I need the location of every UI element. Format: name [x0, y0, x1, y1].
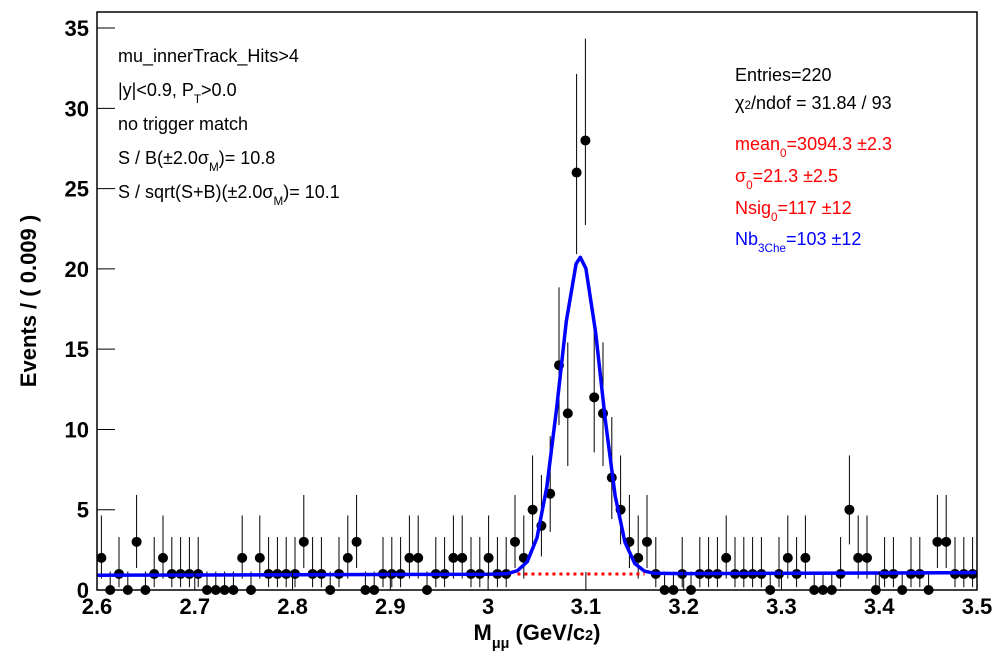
data-point	[342, 552, 353, 563]
text-part: =3094.3 ±2.3	[787, 134, 892, 154]
x-tick-label: 2.6	[82, 594, 113, 619]
x-tick-label: 3.1	[571, 594, 602, 619]
text-part: 2	[585, 628, 593, 644]
data-point	[448, 552, 459, 563]
data-point	[254, 552, 265, 563]
x-tick-label: 2.8	[277, 594, 308, 619]
text-part: =21.3 ±2.5	[753, 166, 838, 186]
text-part: S / B(±2.0σ	[118, 148, 209, 168]
text-part: =103 ±12	[786, 229, 861, 249]
text-part: 0	[771, 211, 778, 224]
y-tick-label: 5	[77, 498, 89, 523]
data-point	[510, 536, 520, 547]
data-point	[571, 167, 582, 178]
x-tick-label: 3.2	[668, 594, 699, 619]
data-point	[96, 552, 107, 563]
y-tick-label: 35	[65, 16, 89, 41]
x-tick-label: 3.4	[864, 594, 895, 619]
text-part: Nsig	[735, 198, 771, 218]
data-point	[404, 552, 415, 563]
annotation: no trigger match	[118, 114, 248, 134]
text-part: >0.0	[201, 80, 237, 100]
text-part: mean	[735, 134, 780, 154]
y-tick-label: 25	[65, 177, 89, 202]
data-point	[457, 552, 468, 563]
fit-result: Entries=220	[735, 65, 832, 85]
text-part: )= 10.1	[283, 182, 340, 202]
x-tick-label: 3.3	[766, 594, 797, 619]
fit-result: σ0=21.3 ±2.5	[735, 166, 838, 192]
data-point	[589, 392, 600, 403]
fit-result: χ2/ndof = 31.84 / 93	[735, 93, 892, 113]
text-part: σ	[735, 166, 746, 186]
data-point	[298, 536, 309, 547]
data-point	[642, 536, 652, 547]
data-point	[562, 408, 573, 419]
text-part: S / sqrt(S+B)(±2.0σ	[118, 182, 274, 202]
text-part: 0	[746, 179, 753, 192]
annotation: S / B(±2.0σM)= 10.8	[118, 148, 275, 174]
data-point	[853, 552, 864, 563]
text-part: |y|<0.9, P	[118, 80, 194, 100]
plot-area	[96, 38, 978, 595]
text-part: M	[274, 195, 284, 208]
data-point	[351, 536, 362, 547]
fit-result: Nb3Che=103 ±12	[735, 229, 861, 255]
data-point	[932, 536, 943, 547]
text-part: 2	[744, 99, 751, 112]
text-part: M	[474, 620, 492, 645]
text-part: Entries=220	[735, 65, 832, 85]
y-tick-label: 10	[65, 417, 89, 442]
text-part: )= 10.8	[219, 148, 276, 168]
y-tick-label: 20	[65, 257, 89, 282]
text-part: 0	[780, 147, 787, 160]
x-axis-label: Mμμ (GeV/c2)	[474, 620, 601, 651]
plot-frame	[96, 11, 978, 591]
data-point	[158, 552, 168, 563]
annotation: mu_innerTrack_Hits>4	[118, 46, 299, 67]
text-part: /ndof = 31.84 / 93	[751, 93, 892, 113]
data-point	[844, 504, 855, 515]
annotation: |y|<0.9, PT>0.0	[118, 80, 237, 106]
data-point	[483, 552, 494, 563]
data-point	[782, 552, 793, 563]
text-part: μμ	[492, 636, 510, 651]
annotation: S / sqrt(S+B)(±2.0σM)= 10.1	[118, 182, 340, 208]
data-point	[800, 552, 811, 563]
text-part: 3Che	[758, 242, 786, 255]
x-tick-label: 2.7	[179, 594, 210, 619]
text-part: (GeV/c	[509, 620, 585, 645]
data-point	[580, 135, 591, 146]
x-tick-label: 3	[482, 594, 494, 619]
fit-result: Nsig0=117 ±12	[735, 198, 852, 224]
data-point	[862, 552, 872, 563]
data-point	[633, 552, 644, 563]
text-part: Nb	[735, 229, 758, 249]
data-point	[413, 552, 424, 563]
fit-result: mean0=3094.3 ±2.3	[735, 134, 892, 160]
y-tick-label: 0	[77, 578, 89, 603]
data-point	[131, 536, 142, 547]
y-tick-label: 30	[65, 96, 89, 121]
data-point	[721, 552, 732, 563]
x-tick-label: 2.9	[375, 594, 406, 619]
data-point	[941, 536, 952, 547]
text-part: =117 ±12	[778, 198, 852, 218]
y-tick-label: 15	[65, 337, 89, 362]
text-part: T	[194, 93, 201, 106]
text-part: M	[209, 161, 219, 174]
fit-curve	[96, 255, 978, 577]
data-point	[237, 552, 248, 563]
x-tick-label: 3.5	[962, 594, 993, 619]
text-part: mu_innerTrack_Hits>4	[118, 46, 299, 67]
text-part: no trigger match	[118, 114, 248, 134]
data-point	[527, 504, 538, 515]
text-part: χ	[735, 93, 745, 113]
text-part: )	[593, 620, 600, 645]
y-axis-label: Events / ( 0.009 )	[16, 215, 41, 387]
